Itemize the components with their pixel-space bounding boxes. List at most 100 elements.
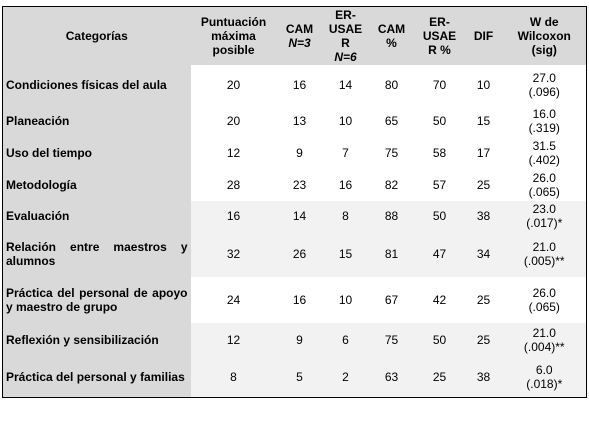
cell-cam-pct: 75 [368, 137, 415, 169]
table-row: Práctica del personal de apoyo y maestro… [2, 277, 587, 323]
cell-dif: 15 [464, 105, 503, 137]
row-categoria: Planeación [2, 105, 191, 137]
cell-wilcoxon: 26.0 (.065) [502, 169, 587, 201]
cell-wilcoxon: 6.0 (.018)* [502, 357, 587, 397]
cell-cam-pct: 65 [368, 105, 415, 137]
wilcoxon-sig: (.005)** [523, 254, 565, 268]
cell-erusaer-pct: 58 [414, 137, 465, 169]
cell-erusaer-pct: 50 [414, 201, 465, 231]
wilcoxon-value: 26.0 [532, 171, 556, 185]
cell-puntuacion: 12 [190, 323, 277, 357]
cell-erusaer-pct: 70 [414, 65, 465, 105]
row-categoria: Condiciones físicas del aula [2, 65, 191, 105]
cell-cam: 5 [276, 357, 323, 397]
table-row: Uso del tiempo 12 9 7 75 58 17 31.5 (.402) [2, 137, 587, 169]
row-categoria: Relación entre maestros y alumnos [2, 231, 191, 277]
cell-cam: 16 [276, 65, 323, 105]
cell-erusaer-pct: 57 [414, 169, 465, 201]
cell-dif: 25 [464, 169, 503, 201]
row-categoria: Metodología [2, 169, 191, 201]
wilcoxon-value: 23.0 [532, 202, 556, 216]
cell-cam-pct: 67 [368, 277, 415, 323]
header-cam-pct: CAM % [368, 6, 415, 65]
cell-puntuacion: 20 [190, 65, 277, 105]
cell-wilcoxon: 26.0 (.065) [502, 277, 587, 323]
wilcoxon-value: 6.0 [535, 362, 553, 377]
table-row: Planeación 20 13 10 65 50 15 16.0 (.319) [2, 105, 587, 137]
cell-erusaer: 10 [322, 277, 369, 323]
cell-dif: 25 [464, 277, 503, 323]
cell-erusaer-pct: 47 [414, 231, 465, 277]
cell-erusaer-pct: 25 [414, 357, 465, 397]
cell-erusaer-pct: 42 [414, 277, 465, 323]
cell-erusaer: 7 [322, 137, 369, 169]
cell-puntuacion: 8 [190, 357, 277, 397]
cell-erusaer: 8 [322, 201, 369, 231]
cell-wilcoxon: 31.5 (.402) [502, 137, 587, 169]
row-categoria: Práctica del personal de apoyo y maestro… [2, 277, 191, 323]
cell-erusaer: 10 [322, 105, 369, 137]
cell-cam-pct: 82 [368, 169, 415, 201]
row-categoria: Uso del tiempo [2, 137, 191, 169]
header-erusaer: ER-USAE R N=6 [322, 6, 369, 65]
header-dif: DIF [464, 6, 503, 65]
header-cam-label: CAM [285, 22, 314, 36]
cell-dif: 25 [464, 323, 503, 357]
wilcoxon-sig: (.402) [528, 153, 560, 167]
table-row: Evaluación 16 14 8 88 50 38 23.0 (.017)* [2, 201, 587, 231]
header-puntuacion: Puntuación máxima posible [190, 6, 277, 65]
cell-erusaer: 6 [322, 323, 369, 357]
cell-cam: 14 [276, 201, 323, 231]
header-erusaer-n: N=6 [334, 50, 357, 64]
cell-dif: 38 [464, 201, 503, 231]
cell-wilcoxon: 21.0 (.005)** [502, 231, 587, 277]
wilcoxon-value: 16.0 [532, 107, 556, 121]
cell-puntuacion: 16 [190, 201, 277, 231]
cell-wilcoxon: 21.0 (.004)** [502, 323, 587, 357]
header-cam: CAM N=3 [276, 6, 323, 65]
row-categoria: Evaluación [2, 201, 191, 231]
cell-erusaer-pct: 50 [414, 105, 465, 137]
header-cam-n: N=3 [288, 36, 311, 50]
wilcoxon-sig: (.096) [528, 85, 560, 99]
table-row: Práctica del personal y familias 8 5 2 63 25 3… [2, 357, 587, 397]
cell-cam-pct: 88 [368, 201, 415, 231]
header-wilcoxon: W de Wilcoxon (sig) [502, 6, 587, 65]
header-categorias: Categorías [2, 6, 191, 65]
wilcoxon-value: 21.0 [532, 240, 556, 254]
cell-wilcoxon: 23.0 (.017)* [502, 201, 587, 231]
wilcoxon-sig: (.004)** [523, 340, 565, 354]
cell-cam-pct: 81 [368, 231, 415, 277]
cell-puntuacion: 32 [190, 231, 277, 277]
wilcoxon-sig: (.065) [528, 300, 560, 314]
table-row: Reflexión y sensibilización 12 9 6 75 50 25 21.… [2, 323, 587, 357]
cell-cam: 13 [276, 105, 323, 137]
wilcoxon-value: 31.5 [532, 139, 556, 153]
cell-puntuacion: 20 [190, 105, 277, 137]
cell-cam: 26 [276, 231, 323, 277]
cell-cam: 23 [276, 169, 323, 201]
cell-cam: 9 [276, 137, 323, 169]
cell-dif: 17 [464, 137, 503, 169]
cell-cam-pct: 63 [368, 357, 415, 397]
cell-wilcoxon: 16.0 (.319) [502, 105, 587, 137]
wilcoxon-sig: (.065) [528, 185, 560, 199]
cell-dif: 34 [464, 231, 503, 277]
cell-erusaer-pct: 50 [414, 323, 465, 357]
row-categoria: Reflexión y sensibilización [2, 323, 191, 357]
cell-puntuacion: 12 [190, 137, 277, 169]
cell-puntuacion: 28 [190, 169, 277, 201]
table-row: Relación entre maestros y alumnos 32 26 15 8… [2, 231, 587, 277]
header-erusaer-pct: ER-USAE R % [414, 6, 465, 65]
cell-dif: 38 [464, 357, 503, 397]
cell-cam: 16 [276, 277, 323, 323]
cell-cam: 9 [276, 323, 323, 357]
table-row: Condiciones físicas del aula 20 16 14 80 70 10… [2, 65, 587, 105]
cell-cam-pct: 80 [368, 65, 415, 105]
header-erusaer-label: ER-USAE R [328, 8, 363, 50]
cell-wilcoxon: 27.0 (.096) [502, 65, 587, 105]
wilcoxon-value: 21.0 [532, 326, 556, 340]
wilcoxon-value: 27.0 [532, 71, 556, 85]
cell-erusaer: 14 [322, 65, 369, 105]
wilcoxon-value: 26.0 [532, 286, 556, 300]
